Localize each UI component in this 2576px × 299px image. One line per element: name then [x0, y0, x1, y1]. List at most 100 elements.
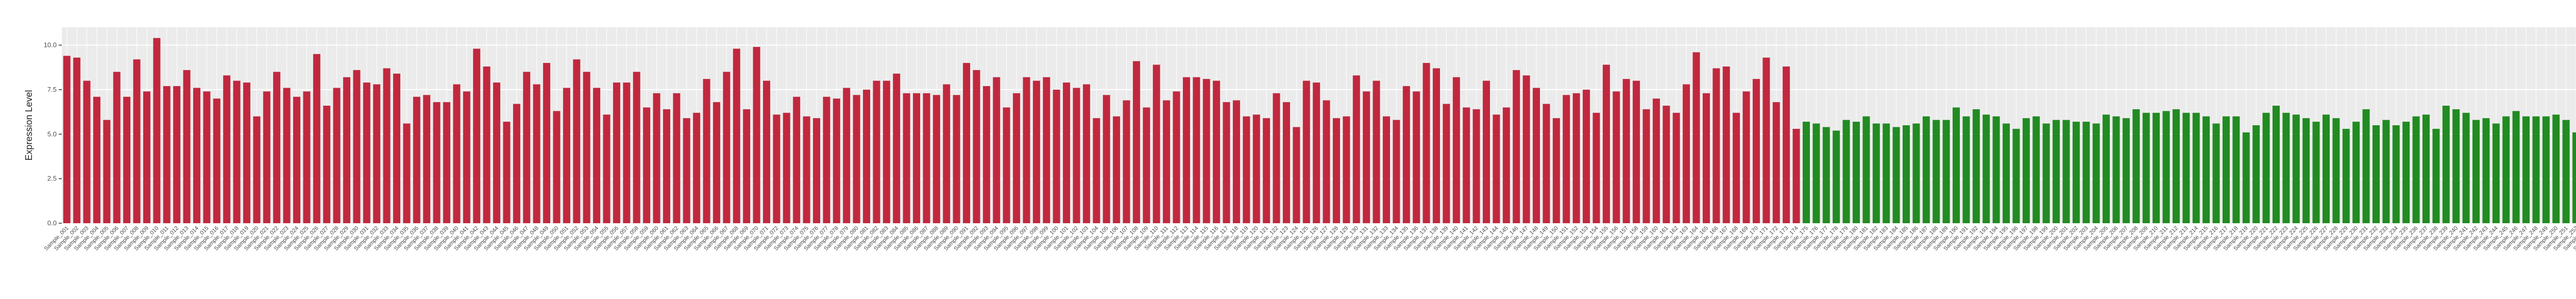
- bar: [343, 77, 350, 223]
- bar: [1402, 86, 1410, 223]
- bar: [1642, 109, 1650, 223]
- bar: [253, 116, 261, 223]
- bar: [263, 91, 270, 223]
- bar: [2542, 116, 2550, 223]
- bar: [1822, 127, 1830, 223]
- bar: [503, 122, 511, 223]
- bar: [273, 72, 281, 223]
- bar: [1363, 91, 1370, 223]
- bar: [603, 114, 611, 223]
- bar: [2262, 112, 2270, 223]
- bar: [762, 80, 770, 224]
- bar: [1252, 114, 1260, 223]
- bar: [2222, 116, 2230, 223]
- bar: [1343, 116, 1350, 223]
- bar: [1592, 112, 1600, 223]
- bar: [833, 98, 840, 223]
- bar: [333, 88, 341, 224]
- bar: [1533, 88, 1540, 224]
- bar: [1113, 116, 1121, 223]
- bar: [1232, 100, 1240, 223]
- bar: [1213, 80, 1221, 224]
- bar: [393, 73, 401, 223]
- bar: [2022, 118, 2030, 223]
- bar: [1742, 91, 1750, 223]
- bar: [1472, 109, 1480, 223]
- bar: [1182, 77, 1190, 223]
- bar: [2372, 125, 2380, 223]
- bar: [1663, 106, 1670, 223]
- bar: [563, 88, 570, 224]
- bar: [943, 84, 951, 223]
- bar: [1413, 91, 1420, 223]
- bar: [93, 96, 100, 223]
- bar: [1783, 67, 1790, 223]
- bar: [803, 116, 810, 223]
- bar: [2332, 118, 2340, 223]
- bar: [463, 91, 470, 223]
- bar: [1833, 130, 1840, 223]
- bar: [83, 80, 91, 224]
- bar: [1163, 100, 1171, 223]
- bar: [1713, 68, 1720, 224]
- bar: [223, 75, 231, 224]
- bar: [2342, 128, 2350, 223]
- bar: [723, 72, 731, 223]
- bar: [2062, 120, 2070, 223]
- bar: [863, 89, 870, 223]
- bar: [1153, 64, 1160, 223]
- bar: [1313, 82, 1320, 223]
- bar: [1752, 79, 1760, 223]
- bar: [2522, 116, 2530, 223]
- bar: [2212, 123, 2220, 223]
- bar: [2092, 123, 2100, 223]
- bar: [1602, 64, 1610, 223]
- bar: [123, 96, 131, 223]
- bar: [1493, 114, 1500, 223]
- bar: [533, 84, 540, 223]
- bar: [1372, 80, 1380, 224]
- bar: [743, 109, 751, 223]
- bar: [1872, 123, 1880, 223]
- bar: [283, 88, 291, 224]
- bar: [1422, 63, 1430, 223]
- bar: [2312, 122, 2320, 223]
- bar: [1513, 70, 1520, 223]
- bar: [2482, 118, 2490, 223]
- bar: [2252, 125, 2260, 223]
- bar: [982, 86, 990, 223]
- bar: [2422, 114, 2430, 223]
- bar: [2053, 120, 2060, 223]
- bar: [2072, 122, 2080, 223]
- bar: [2282, 112, 2290, 223]
- bar: [2302, 118, 2310, 223]
- bar: [423, 95, 431, 223]
- bar: [443, 102, 451, 223]
- bar: [2432, 128, 2440, 223]
- bar: [353, 70, 361, 223]
- bar: [2172, 109, 2180, 223]
- bar: [1992, 116, 2000, 223]
- bar: [883, 80, 890, 224]
- bar: [1073, 88, 1080, 224]
- y-tick-label: 10.0: [44, 41, 57, 49]
- bar: [2352, 122, 2360, 223]
- bar: [1972, 109, 1980, 223]
- bar: [2202, 116, 2210, 223]
- bar: [693, 112, 701, 223]
- bar: [2552, 114, 2560, 223]
- bar: [1722, 67, 1730, 223]
- bar: [873, 80, 880, 224]
- bar: [1463, 107, 1470, 223]
- bar: [773, 114, 781, 223]
- bar: [193, 88, 200, 224]
- bar: [1942, 120, 1950, 223]
- bar: [213, 98, 221, 223]
- bar: [1543, 104, 1550, 223]
- bar: [2412, 116, 2420, 223]
- bar: [1583, 89, 1590, 223]
- bar: [1023, 77, 1030, 223]
- bar: [373, 84, 381, 223]
- bar: [2122, 118, 2130, 223]
- bar: [993, 77, 1001, 223]
